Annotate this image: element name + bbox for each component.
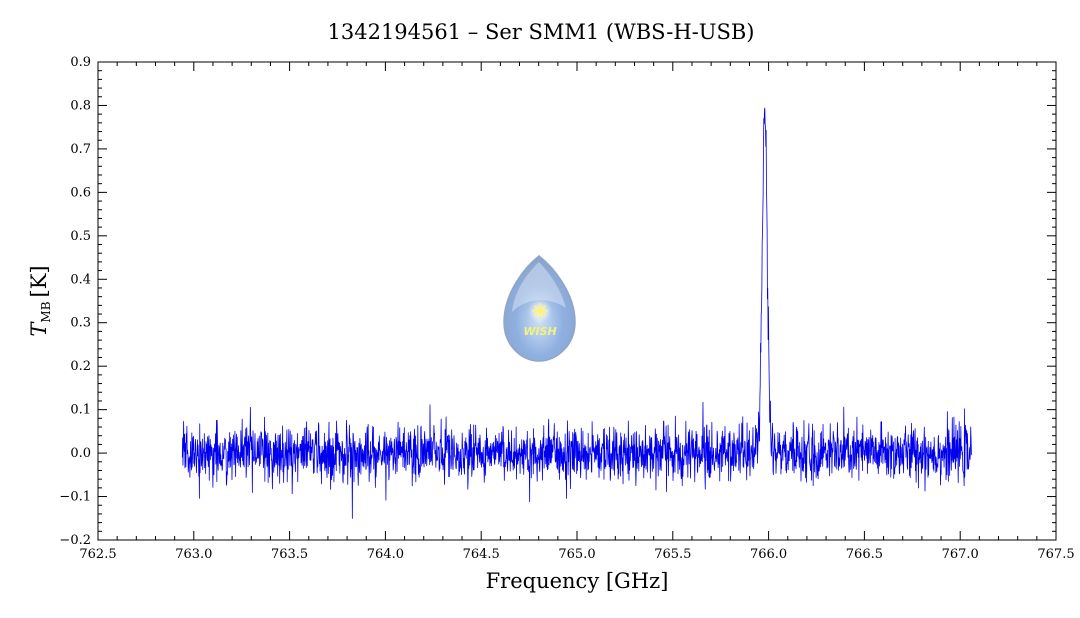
y-tick-label: 0.9 [70,55,91,70]
series-layer [181,107,973,519]
y-axis-label-unit: [K] [27,265,51,297]
y-tick-label: −0.2 [59,533,91,548]
wish-logo: WISH [503,255,576,362]
y-axis-ticks: −0.2 −0.1 0.0 0.1 0.2 0.3 0.4 0.5 0.6 0.7 0.8 0.9 [59,55,1056,548]
spectrum-line [181,107,973,519]
y-axis-label: TMB [K] [27,265,53,336]
x-axis-label: Frequency [GHz] [486,569,669,593]
y-tick-label: 0.5 [70,229,91,244]
y-tick-label: 0.4 [70,272,91,287]
x-tick-label: 763.5 [271,547,308,562]
x-tick-label: 764.5 [463,547,500,562]
y-tick-label: 0.2 [70,359,91,374]
x-tick-label: 764.0 [367,547,404,562]
x-tick-label: 765.0 [558,547,595,562]
x-axis-ticks: 762.5 763.0 763.5 764.0 764.5 765.0 765.5 766.0… [79,62,1075,562]
x-tick-label: 767.5 [1037,547,1074,562]
x-tick-label: 765.5 [654,547,691,562]
y-axis-label-main: T [27,321,51,337]
x-tick-label: 763.0 [175,547,212,562]
x-tick-label: 767.0 [942,547,979,562]
y-tick-label: 0.7 [70,142,91,157]
x-tick-label: 762.5 [79,547,116,562]
y-tick-label: 0.8 [70,98,91,113]
y-tick-label: 0.0 [70,446,91,461]
chart-title: 1342194561 – Ser SMM1 (WBS-H-USB) [328,20,755,44]
y-tick-label: 0.6 [70,185,91,200]
wish-logo-text: WISH [523,325,556,338]
y-tick-label: 0.3 [70,316,91,331]
y-tick-label: −0.1 [59,490,91,505]
y-tick-label: 0.1 [70,403,91,418]
x-tick-label: 766.0 [750,547,787,562]
x-tick-label: 766.5 [846,547,883,562]
y-axis-label-sub: MB [39,301,53,322]
